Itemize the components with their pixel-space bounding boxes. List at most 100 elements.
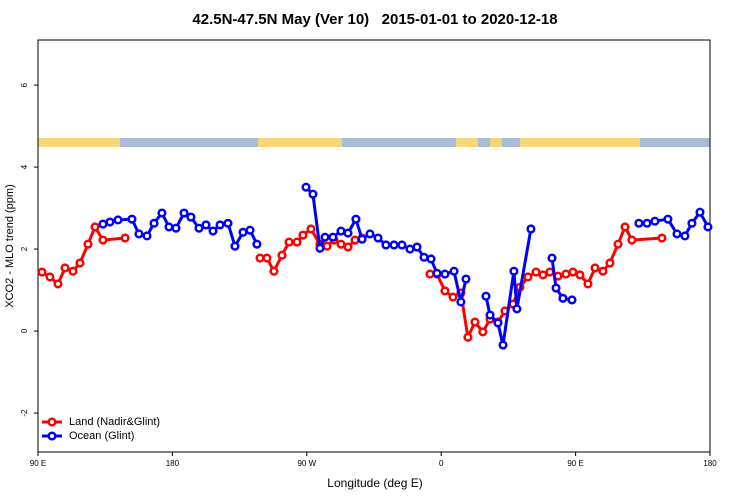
data-point	[336, 239, 346, 249]
data-point	[306, 224, 316, 234]
data-point	[526, 224, 536, 234]
data-point	[208, 226, 218, 236]
data-point	[373, 233, 383, 243]
data-point	[201, 220, 211, 230]
data-point	[98, 219, 108, 229]
data-point	[194, 223, 204, 233]
data-point	[463, 332, 473, 342]
data-point	[598, 266, 608, 276]
data-point	[389, 240, 399, 250]
legend-swatch-point	[47, 417, 57, 427]
data-point	[223, 218, 233, 228]
x-axis-label: Longitude (deg E)	[327, 476, 422, 490]
data-point	[547, 253, 557, 263]
data-point	[149, 218, 159, 228]
data-point	[315, 243, 325, 253]
chart-title: 42.5N-47.5N May (Ver 10) 2015-01-01 to 2…	[192, 11, 557, 28]
data-point	[425, 269, 435, 279]
data-point	[620, 222, 630, 232]
data-point	[157, 208, 167, 218]
data-point	[687, 218, 697, 228]
data-point	[262, 253, 272, 263]
data-point	[90, 222, 100, 232]
series-line	[102, 186, 710, 346]
data-point	[657, 233, 667, 243]
data-point	[478, 327, 488, 337]
x-tick-label: 180	[703, 459, 717, 468]
data-point	[538, 270, 548, 280]
legend-label: Land (Nadir&Glint)	[69, 416, 160, 428]
data-point	[613, 239, 623, 249]
data-point	[405, 244, 415, 254]
data-point	[301, 182, 311, 192]
data-point	[440, 269, 450, 279]
data-point	[551, 283, 561, 293]
data-point	[292, 237, 302, 247]
data-point	[45, 272, 55, 282]
y-axis-label: XCO2 - MLO trend (ppm)	[4, 184, 16, 307]
data-point	[485, 310, 495, 320]
data-point	[171, 223, 181, 233]
data-point	[642, 218, 652, 228]
data-point	[558, 293, 568, 303]
data-point	[75, 258, 85, 268]
data-point	[238, 227, 248, 237]
data-point	[120, 233, 130, 243]
data-point	[245, 225, 255, 235]
data-point	[634, 218, 644, 228]
data-point	[68, 266, 78, 276]
data-point	[252, 239, 262, 249]
data-point	[531, 267, 541, 277]
y-tick-label: -2	[20, 409, 29, 417]
data-point	[284, 237, 294, 247]
data-point	[37, 267, 47, 277]
data-point	[53, 279, 63, 289]
data-point	[583, 279, 593, 289]
data-point	[509, 266, 519, 276]
data-point	[568, 267, 578, 277]
data-point	[493, 318, 503, 328]
x-tick-label: 90 W	[297, 459, 316, 468]
x-tick-label: 0	[439, 459, 444, 468]
data-point	[470, 317, 480, 327]
data-point	[320, 232, 330, 242]
data-point	[357, 234, 367, 244]
data-point	[650, 216, 660, 226]
data-point	[351, 214, 361, 224]
data-point	[481, 291, 491, 301]
data-point	[449, 266, 459, 276]
data-point	[456, 297, 466, 307]
data-point	[365, 229, 375, 239]
x-tick-label: 90 E	[567, 459, 583, 468]
data-point	[381, 240, 391, 250]
data-point	[419, 252, 429, 262]
data-point	[142, 231, 152, 241]
data-point	[627, 235, 637, 245]
data-point	[703, 222, 713, 232]
data-point	[590, 263, 600, 273]
series-line	[41, 223, 663, 343]
legend-swatch-point	[47, 431, 57, 441]
x-tick-label: 90 E	[30, 459, 46, 468]
data-point	[269, 266, 279, 276]
data-point	[350, 235, 360, 245]
data-point	[298, 230, 308, 240]
data-point	[432, 268, 442, 278]
data-point	[308, 189, 318, 199]
data-point	[179, 208, 189, 218]
y-tick-label: 2	[20, 246, 29, 251]
data-point	[426, 254, 436, 264]
data-point	[461, 274, 471, 284]
data-point	[277, 250, 287, 260]
data-point	[134, 229, 144, 239]
data-point	[230, 241, 240, 251]
data-point	[215, 220, 225, 230]
data-point	[343, 242, 353, 252]
data-point	[164, 222, 174, 232]
data-point	[255, 253, 265, 263]
data-point	[575, 270, 585, 280]
map-strip	[38, 138, 710, 147]
legend-label: Ocean (Glint)	[69, 430, 134, 442]
data-point	[113, 215, 123, 225]
